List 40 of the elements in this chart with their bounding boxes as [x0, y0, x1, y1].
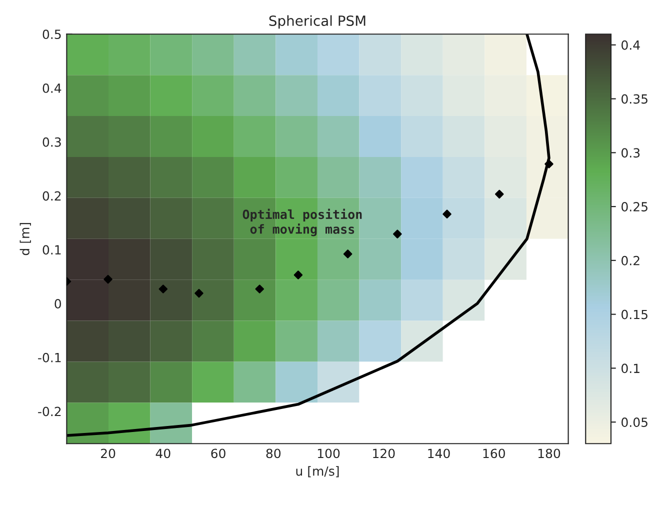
point	[495, 190, 504, 199]
line-series	[66, 34, 550, 437]
y-tick-label: 0.3	[42, 137, 61, 147]
y-axis-title: d [m]	[20, 223, 31, 256]
x-tick-label: 20	[101, 448, 116, 458]
x-axis-title: u [m/s]	[296, 466, 339, 478]
point	[104, 274, 112, 284]
point	[544, 160, 554, 168]
point	[158, 284, 168, 294]
y-tick-label: 0.1	[42, 245, 61, 255]
point	[343, 250, 352, 258]
annotation: Optimal position of moving mass	[242, 208, 362, 236]
x-tick-label: 80	[266, 448, 281, 458]
x-tick-label: 120	[373, 448, 395, 458]
color-bar-label: 0.25	[622, 202, 648, 212]
y-tick-label: 0.5	[42, 30, 61, 40]
color-bar-label: 0.05	[622, 418, 648, 427]
x-tick-label: 160	[483, 448, 505, 458]
color-bar-label: 0.3	[622, 148, 640, 158]
y-tick-label: -0.1	[38, 352, 61, 362]
x-tick-label: 100	[318, 448, 340, 458]
color-bar-label: 0.2	[622, 256, 640, 266]
x-tick-label: 180	[538, 448, 560, 458]
point	[255, 284, 264, 294]
y-tick-label: 0	[54, 299, 62, 308]
point	[294, 270, 303, 280]
point	[194, 288, 204, 298]
color-bar-label: 0.1	[622, 364, 640, 374]
y-tick-label: 0.4	[42, 83, 62, 93]
x-tick-label: 140	[428, 448, 450, 458]
x-tick-label: 60	[211, 448, 226, 458]
color-bar-label: 0.35	[622, 94, 648, 104]
y-tick-label: -0.2	[38, 406, 61, 416]
color-bar-label: 0.15	[622, 310, 648, 320]
y-tick-label: 0.2	[42, 191, 61, 201]
point	[442, 210, 452, 218]
chart-title: Spherical PSM	[269, 15, 366, 29]
color-bar-label: 0.4	[622, 40, 640, 50]
x-tick-label: 40	[156, 448, 170, 458]
point	[393, 230, 402, 238]
